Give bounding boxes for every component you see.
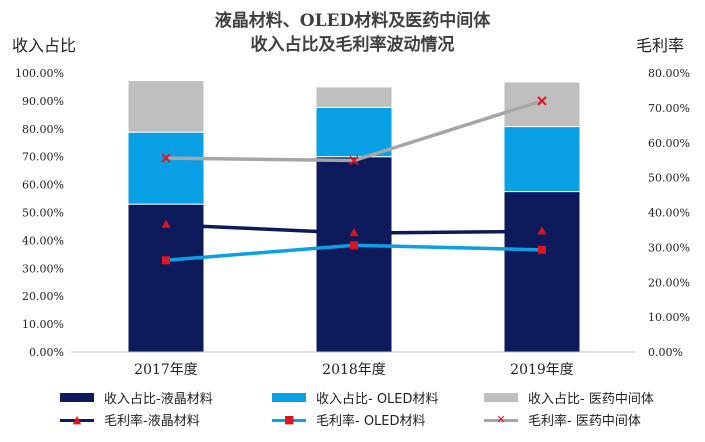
x-tick-label: 2017年度 — [134, 362, 198, 378]
legend-item-line-pharma: ✕ 毛利率- 医药中间体 — [484, 410, 641, 429]
legend-item-bar-lcd: 收入占比-液晶材料 — [60, 388, 213, 407]
right-tick-label: 20.00% — [648, 276, 690, 289]
bar-segment — [503, 81, 581, 128]
left-tick-label: 0.00% — [29, 346, 64, 359]
left-tick-label: 10.00% — [22, 318, 64, 331]
legend-label-bar-lcd: 收入占比-液晶材料 — [104, 392, 213, 407]
bar-segment — [127, 131, 205, 205]
right-axis-label: 毛利率 — [636, 36, 685, 55]
line-point-marker — [538, 245, 546, 254]
legend-label-line-pharma: 毛利率- 医药中间体 — [528, 414, 641, 429]
chart-title-line2: 收入占比及毛利率波动情况 — [250, 35, 455, 55]
legend-item-bar-pharma: 收入占比- 医药中间体 — [484, 388, 654, 407]
line-point-marker — [162, 256, 170, 265]
legend-label-line-lcd: 毛利率-液晶材料 — [104, 414, 200, 429]
legend-swatch-bar-pharma — [484, 393, 518, 402]
left-tick-label: 60.00% — [22, 179, 64, 192]
right-tick-label: 50.00% — [648, 172, 690, 185]
bar-segment — [503, 191, 581, 353]
bar-segment — [315, 156, 393, 353]
left-tick-label: 80.00% — [22, 123, 64, 136]
legend-swatch-line-pharma: ✕ — [484, 413, 518, 426]
line-point-marker — [537, 96, 547, 106]
legend-label-line-oled: 毛利率- OLED材料 — [316, 414, 426, 429]
bar-segment — [315, 86, 393, 108]
left-tick-label: 20.00% — [22, 290, 64, 303]
line-point-marker — [161, 219, 171, 228]
right-tick-label: 70.00% — [648, 102, 690, 115]
line-point-marker — [349, 155, 359, 166]
bar-segment — [127, 80, 205, 133]
right-tick-label: 0.00% — [648, 346, 683, 359]
right-tick-label: 80.00% — [648, 67, 690, 80]
left-tick-label: 30.00% — [22, 262, 64, 275]
legend-item-line-lcd: ▲ 毛利率-液晶材料 — [60, 410, 200, 429]
left-tick-label: 70.00% — [22, 151, 64, 164]
chart-plot: 0.00% 10.00% 20.00% 30.00% 40.00% 50.00% 60.00… — [15, 67, 690, 378]
right-tick-label: 30.00% — [648, 241, 690, 254]
right-tick-label: 60.00% — [648, 137, 690, 150]
legend-label-bar-oled: 收入占比- OLED材料 — [316, 392, 439, 407]
left-axis-label: 收入占比 — [12, 36, 77, 55]
legend-label-bar-pharma: 收入占比- 医药中间体 — [528, 392, 654, 407]
x-tick-label: 2019年度 — [510, 362, 574, 378]
legend-swatch-line-lcd: ▲ — [60, 413, 94, 426]
left-tick-label: 50.00% — [22, 207, 64, 220]
chart-title-line1: 液晶材料、OLED材料及医药中间体 — [214, 11, 491, 31]
right-tick-label: 10.00% — [648, 311, 690, 324]
x-tick-label: 2018年度 — [322, 362, 386, 378]
legend-swatch-bar-oled — [272, 393, 306, 402]
right-tick-label: 40.00% — [648, 207, 690, 220]
left-tick-label: 40.00% — [22, 234, 64, 247]
line-point-marker — [161, 153, 171, 163]
chart-legend: 收入占比-液晶材料 收入占比- OLED材料 收入占比- 医药中间体 ▲ 毛利率… — [0, 384, 705, 440]
bar-segment — [127, 203, 205, 353]
line-point-marker — [350, 241, 358, 250]
legend-item-line-oled: ■ 毛利率- OLED材料 — [272, 410, 426, 429]
legend-swatch-line-oled: ■ — [272, 413, 306, 426]
left-tick-label: 100.00% — [15, 67, 64, 80]
legend-item-bar-oled: 收入占比- OLED材料 — [272, 388, 439, 407]
legend-swatch-bar-lcd — [60, 393, 94, 402]
line-point-marker — [349, 228, 359, 237]
bar-segment — [315, 106, 393, 158]
left-tick-label: 90.00% — [22, 95, 64, 108]
bar-segment — [503, 126, 581, 193]
line-point-marker — [537, 226, 547, 235]
